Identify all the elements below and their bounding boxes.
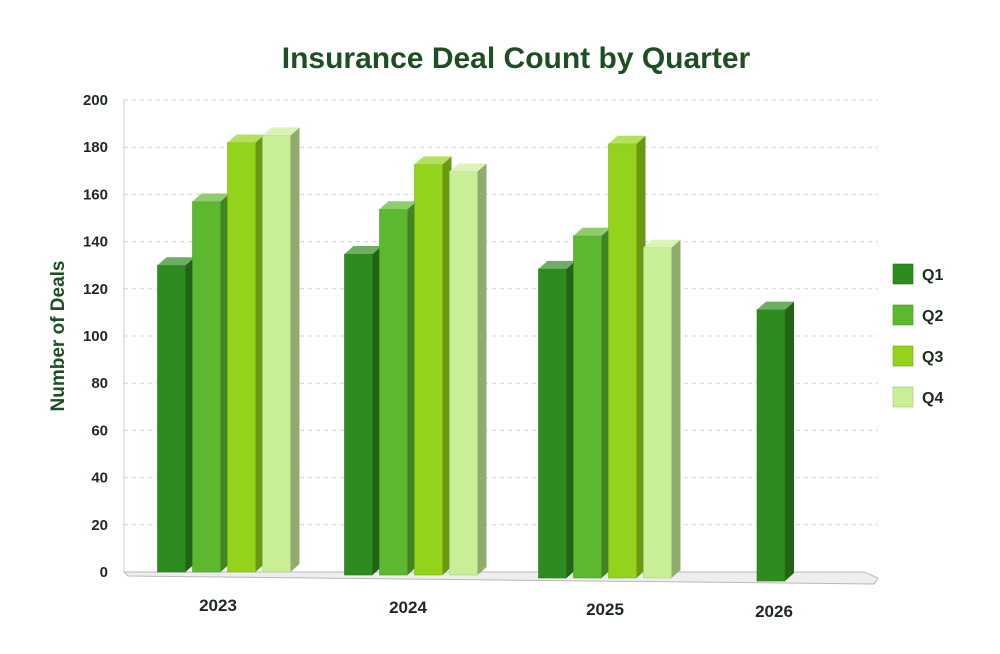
bar-top: [157, 257, 195, 266]
bar-front: [157, 264, 186, 573]
bar-top: [757, 301, 794, 310]
legend-label: Q2: [922, 308, 943, 325]
chart-title: Insurance Deal Count by Quarter: [282, 42, 751, 75]
bar-top: [344, 246, 382, 255]
y-axis-title: Number of Deals: [48, 261, 69, 412]
legend-item-Q4: Q4: [892, 386, 943, 408]
bar-side: [477, 163, 487, 575]
y-tick-label: 100: [83, 328, 108, 345]
bar-side: [671, 239, 681, 578]
y-axis-ticks: 0 20 40 60 80 100 120 140 160 180 200: [83, 92, 108, 581]
bar-front: [262, 135, 291, 573]
chart-floor-plane: [122, 571, 879, 585]
legend-swatch: [892, 345, 914, 367]
bar-2024-Q2: [379, 201, 417, 576]
bar-2024-Q1: [344, 246, 382, 576]
bar-top: [573, 227, 611, 236]
x-tick-label: 2026: [755, 602, 793, 621]
x-tick-label: 2024: [389, 598, 427, 617]
bar-2023-Q4: [262, 127, 300, 573]
y-tick-label: 200: [83, 92, 108, 109]
y-tick-label: 140: [83, 234, 108, 251]
bar-2023-Q1: [157, 257, 195, 573]
bar-2024-Q3: [414, 156, 452, 576]
bar-top: [192, 193, 230, 202]
legend-item-Q2: Q2: [892, 304, 943, 326]
bar-front: [573, 235, 602, 579]
bar-front: [538, 268, 567, 579]
bar-front: [379, 208, 408, 576]
y-tick-label: 160: [83, 186, 108, 203]
y-tick-label: 60: [91, 422, 108, 439]
bar-top: [414, 156, 452, 165]
y-tick-label: 40: [91, 470, 108, 487]
bar-top: [379, 201, 417, 210]
legend-item-Q3: Q3: [892, 345, 943, 367]
bar-side: [785, 301, 794, 581]
bar-2023-Q3: [227, 134, 265, 573]
bar-2024-Q4: [449, 163, 487, 576]
bar-front: [756, 309, 786, 582]
bar-front: [608, 143, 637, 579]
bar-front: [344, 253, 373, 576]
bar-top: [608, 135, 646, 144]
x-tick-label: 2025: [586, 600, 624, 619]
bars: [157, 127, 794, 582]
bar-top: [538, 260, 576, 269]
bar-2025-Q1: [538, 260, 576, 579]
bar-top: [449, 163, 487, 172]
chart-floor: [122, 571, 879, 585]
bar-2025-Q3: [608, 135, 646, 579]
x-axis-ticks: 2023 2024 2025 2026: [199, 596, 793, 621]
bar-top: [262, 127, 300, 136]
legend-label: Q3: [922, 349, 943, 366]
grid-lines: [123, 99, 878, 572]
y-tick-label: 80: [91, 375, 108, 392]
bar-2025-Q4: [643, 239, 681, 579]
legend-swatch: [892, 263, 914, 285]
legend-item-Q1: Q1: [892, 263, 943, 285]
bar-top: [643, 239, 681, 248]
bar-2026-Q1: [756, 301, 794, 582]
y-tick-label: 180: [83, 139, 108, 156]
bar-front: [227, 142, 256, 573]
legend-swatch: [892, 304, 914, 326]
bar-top: [227, 134, 265, 143]
legend-label: Q1: [922, 267, 943, 284]
x-tick-label: 2023: [199, 596, 237, 615]
bar-front: [192, 201, 221, 573]
bar-side: [290, 127, 300, 573]
bar-front: [414, 164, 443, 576]
bar-2025-Q2: [573, 227, 611, 579]
y-tick-label: 0: [100, 564, 108, 581]
legend-swatch: [892, 386, 914, 408]
legend: Q1 Q2 Q3 Q4: [892, 263, 943, 408]
y-tick-label: 20: [91, 517, 108, 534]
bar-2023-Q2: [192, 193, 230, 573]
bar-front: [643, 247, 672, 579]
legend-label: Q4: [922, 390, 943, 407]
bar-front: [449, 171, 478, 576]
y-tick-label: 120: [83, 281, 108, 298]
